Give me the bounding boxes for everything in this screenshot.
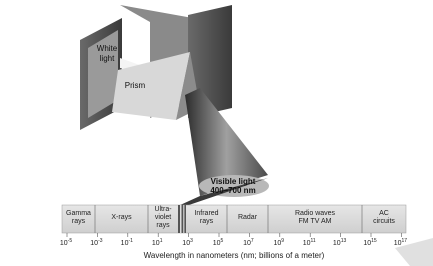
band-label: X-rays [111,214,132,221]
diagram: Whitelight Prism Visible light400–700 nm… [0,0,433,266]
band-label-line: violet [155,214,171,221]
tick-label: 10-1 [121,238,133,247]
band-label-line: Ultra- [154,206,172,213]
tick-label: 10-3 [90,238,102,247]
tick-label: 109 [274,238,285,247]
tick-exp: 5 [221,238,224,244]
tick-label: 1011 [303,238,316,247]
tick-base: 10 [90,240,98,247]
tick-base: 10 [394,240,402,247]
tick-exp: -3 [98,238,103,244]
tick-label: 1015 [363,238,377,247]
tick-label: 10-5 [60,238,72,247]
tick-exp: 11 [310,238,315,244]
tick-label: 1013 [333,238,347,247]
band-label-line: Radio waves [295,210,336,217]
visible-strip [178,205,186,233]
band-label-line: AC [379,210,389,217]
tick-exp: -5 [68,238,73,244]
band-label-line: FM TV AM [299,218,332,225]
band-label-line: rays [200,218,214,225]
band-label-line: rays [72,218,86,225]
tick-base: 10 [243,240,251,247]
band-label: Radar [238,214,258,221]
tick-label: 105 [213,238,224,247]
tick-base: 10 [274,240,282,247]
tick-exp: 17 [402,238,408,244]
band-label-line: Gamma [66,210,91,217]
tick-exp: -1 [128,238,133,244]
tick-base: 10 [213,240,221,247]
tick-base: 10 [152,240,160,247]
tick-base: 10 [333,240,341,247]
tick-exp: 13 [341,238,347,244]
band-label-line: circuits [373,218,395,225]
tick-base: 10 [60,240,68,247]
tick-exp: 15 [371,238,377,244]
band-label-line: X-rays [111,214,132,221]
tick-label: 103 [182,238,193,247]
tick-exp: 1 [160,238,163,244]
tick-base: 10 [121,240,129,247]
tick-label: 101 [152,238,163,247]
tick-exp: 7 [251,238,254,244]
band-label-line: Infrared [194,210,218,217]
tick-base: 10 [182,240,190,247]
axis-label: Wavelength in nanometers (nm; billions o… [144,251,325,260]
band-label-line: rays [156,222,170,229]
tick-base: 10 [303,240,311,247]
tick-base: 10 [363,240,371,247]
tick-exp: 3 [190,238,193,244]
prism-label: Prism [125,81,146,90]
band-label-line: Radar [238,214,258,221]
tick-label: 107 [243,238,254,247]
tick-exp: 9 [281,238,284,244]
